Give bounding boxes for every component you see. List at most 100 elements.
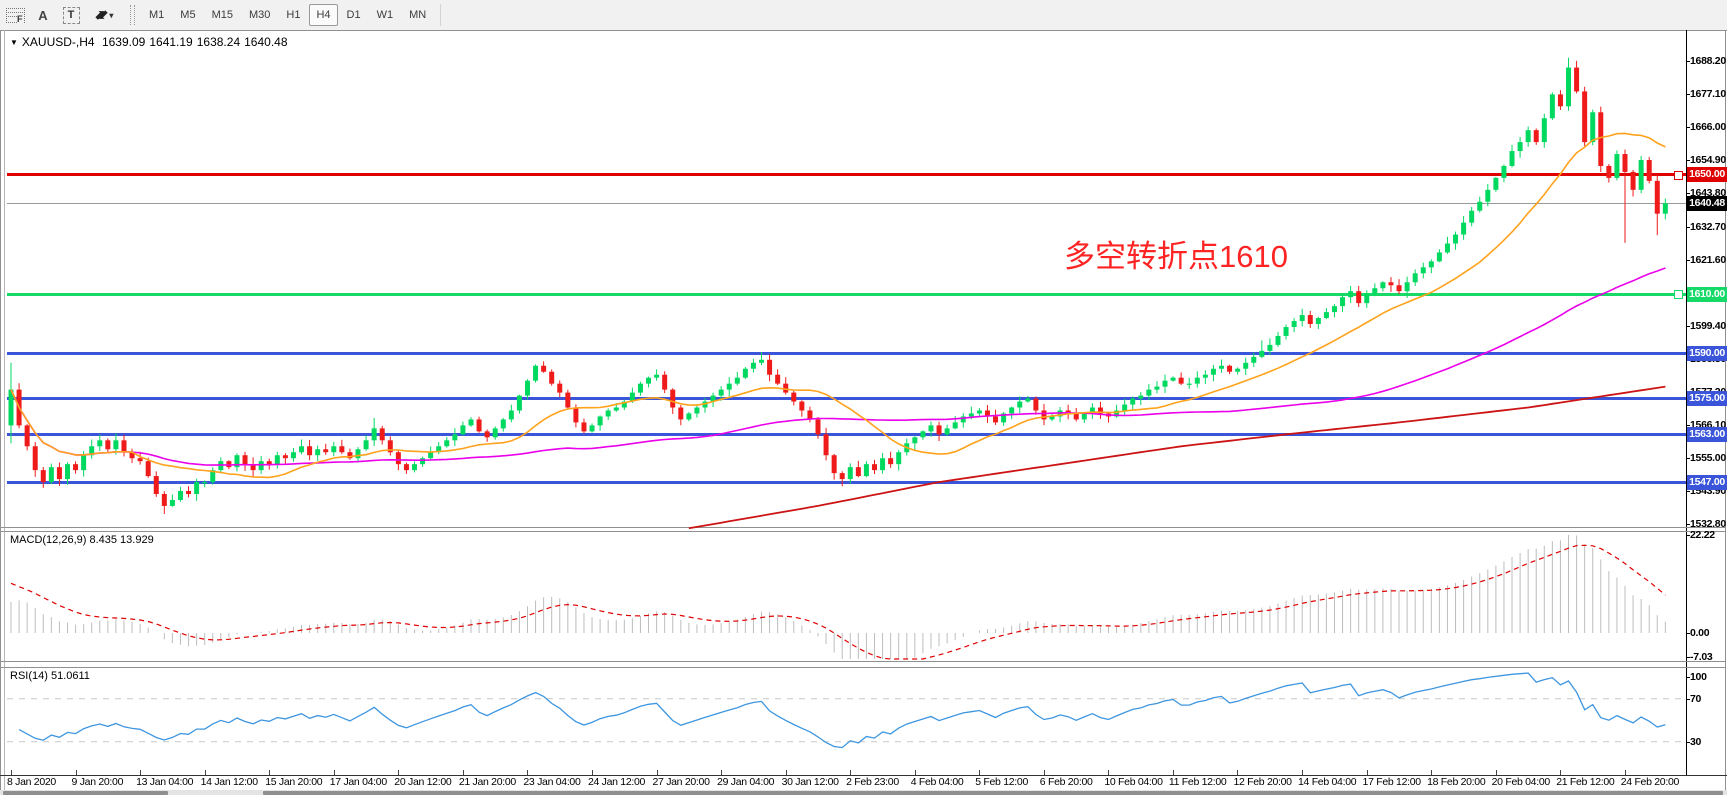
rsi-axis-label: 70 — [1690, 693, 1702, 705]
rsi-panel-top-separator[interactable] — [1, 667, 1725, 668]
arrows-tool-icon[interactable]: ⬈⬋ ▾ — [86, 4, 122, 26]
resistance-line-1650[interactable] — [7, 173, 1686, 177]
timeframe-button-m15[interactable]: M15 — [211, 9, 233, 21]
date-axis-label: 27 Jan 20:00 — [652, 776, 710, 788]
main-panel-bottom-separator[interactable] — [1, 527, 1725, 528]
toolbar: F A T ⬈⬋ ▾ M1 M5 M15 M30 H1 H4 D1 W1 MN — [0, 0, 1727, 31]
text-tool-icon[interactable]: T — [58, 4, 84, 26]
date-axis-border — [0, 775, 1727, 776]
timeframe-button-h4[interactable]: H4 — [309, 4, 338, 26]
timeframe-button-m30[interactable]: M30 — [248, 9, 271, 21]
date-axis-label: 24 Feb 20:00 — [1620, 776, 1680, 788]
date-axis-label: 21 Feb 12:00 — [1556, 776, 1615, 788]
date-axis-tick — [75, 770, 77, 775]
date-axis-tick — [979, 770, 981, 775]
text-label-tool-icon[interactable]: A — [38, 7, 48, 23]
date-axis-label: 18 Feb 20:00 — [1427, 776, 1486, 788]
current-price-line[interactable] — [7, 202, 1686, 204]
price-axis-tick — [1686, 94, 1690, 96]
rsi-axis-label: 100 — [1690, 671, 1707, 683]
date-axis-tick — [1108, 770, 1110, 775]
price-axis-tick — [1686, 259, 1690, 261]
timeframe-button-w1[interactable]: W1 — [376, 9, 394, 21]
timeframe-button-mn[interactable]: MN — [409, 9, 427, 21]
macd-signal-line — [10, 544, 1666, 660]
rsi-axis-tick — [1686, 677, 1690, 678]
macd-axis-tick — [1686, 535, 1690, 536]
date-axis-label: 4 Feb 04:00 — [910, 776, 964, 788]
price-axis-label: 1654.90 — [1690, 154, 1726, 167]
pivot-line-1610[interactable] — [7, 292, 1686, 296]
macd-axis-tick — [1686, 657, 1690, 658]
price-axis-label: 1688.20 — [1690, 55, 1726, 67]
price-axis-tick — [1686, 61, 1690, 62]
date-axis-tick — [398, 770, 400, 775]
ohlc-open: 1639.09 — [101, 35, 146, 49]
date-axis-label: 17 Feb 12:00 — [1362, 776, 1422, 788]
macd-axis-label: 22.22 — [1690, 529, 1715, 541]
macd-panel-top-separator[interactable] — [1, 531, 1725, 532]
chevron-down-icon[interactable]: ▾ — [109, 10, 114, 20]
support-line-1575[interactable] — [7, 397, 1686, 401]
timeframe-button-m5[interactable]: M5 — [180, 9, 196, 21]
resistance-line-1650-handle[interactable] — [1674, 170, 1683, 180]
timeframe-button-m1[interactable]: M1 — [149, 9, 165, 21]
support-line-1547-price-tag: 1547.00 — [1687, 474, 1727, 490]
date-axis-tick — [527, 770, 529, 775]
macd-axis-label: -7.03 — [1690, 651, 1713, 663]
bottom-scrollbar-segment[interactable] — [263, 791, 1723, 795]
date-axis-label: 8 Jan 2020 — [7, 776, 56, 788]
fibonacci-grid-icon: F — [5, 7, 25, 24]
price-axis-label: 1666.00 — [1690, 121, 1726, 134]
date-axis-tick — [1366, 770, 1368, 775]
rsi-axis-label: 30 — [1690, 736, 1702, 748]
macd-panel-bottom-separator[interactable] — [1, 661, 1725, 662]
ohlc-close: 1640.48 — [244, 35, 288, 49]
date-axis-tick — [1043, 770, 1045, 775]
symbol-period-label: XAUUSD-,H4 — [21, 35, 95, 49]
macd-indicator-label: MACD(12,26,9) 8.435 13.929 — [10, 534, 154, 546]
price-axis-tick — [1686, 524, 1690, 526]
chart-title: ▼ XAUUSD-,H4 1639.09 1641.19 1638.24 1640.48 — [10, 35, 292, 49]
price-axis-tick — [1686, 226, 1690, 228]
support-line-1547[interactable] — [7, 480, 1686, 484]
price-axis-tick — [1686, 193, 1690, 195]
text-t-box-icon: T — [62, 6, 80, 24]
date-axis-tick — [591, 770, 593, 775]
pivot-line-1610-handle[interactable] — [1674, 290, 1683, 300]
chart-window-left-inner-border — [4, 30, 5, 795]
fibonacci-tool-icon[interactable]: F — [2, 4, 28, 26]
timeframe-button-h1[interactable]: H1 — [286, 9, 301, 21]
bottom-scrollbar — [0, 790, 1727, 795]
rsi-axis-tick — [1686, 742, 1690, 743]
bottom-scrollbar-segment[interactable] — [3, 791, 168, 795]
chart-window-right-border — [1725, 30, 1726, 795]
annotation-text[interactable]: 多空转折点1610 — [1064, 239, 1288, 274]
date-axis-tick — [1237, 770, 1239, 775]
price-axis-tick — [1686, 127, 1690, 129]
date-axis-tick — [140, 770, 142, 775]
date-axis-label: 14 Jan 12:00 — [200, 776, 258, 788]
price-axis-border — [1686, 30, 1687, 775]
date-axis-tick — [11, 770, 12, 775]
ohlc-low: 1638.24 — [196, 35, 241, 49]
rsi-axis-tick — [1686, 699, 1690, 700]
chart-context-triangle-icon[interactable]: ▼ — [10, 38, 18, 47]
date-axis-label: 12 Feb 20:00 — [1233, 776, 1292, 788]
fibonacci-f-label: F — [17, 13, 23, 24]
timeframe-button-d1[interactable]: D1 — [346, 9, 361, 21]
date-axis-tick — [462, 770, 464, 775]
date-axis-label: 17 Jan 04:00 — [329, 776, 387, 788]
pivot-line-1610-price-tag: 1610.00 — [1687, 286, 1727, 302]
support-line-1563-price-tag: 1563.00 — [1687, 426, 1727, 442]
price-axis-label: 1677.10 — [1690, 88, 1726, 101]
date-axis-tick — [1431, 770, 1433, 775]
toolbar-separator — [440, 4, 442, 26]
date-axis-label: 10 Feb 04:00 — [1104, 776, 1163, 788]
price-axis-tick — [1686, 325, 1690, 327]
support-line-1563[interactable] — [7, 432, 1686, 436]
support-line-1590[interactable] — [7, 352, 1686, 356]
toolbar-drag-handle[interactable] — [130, 5, 135, 25]
